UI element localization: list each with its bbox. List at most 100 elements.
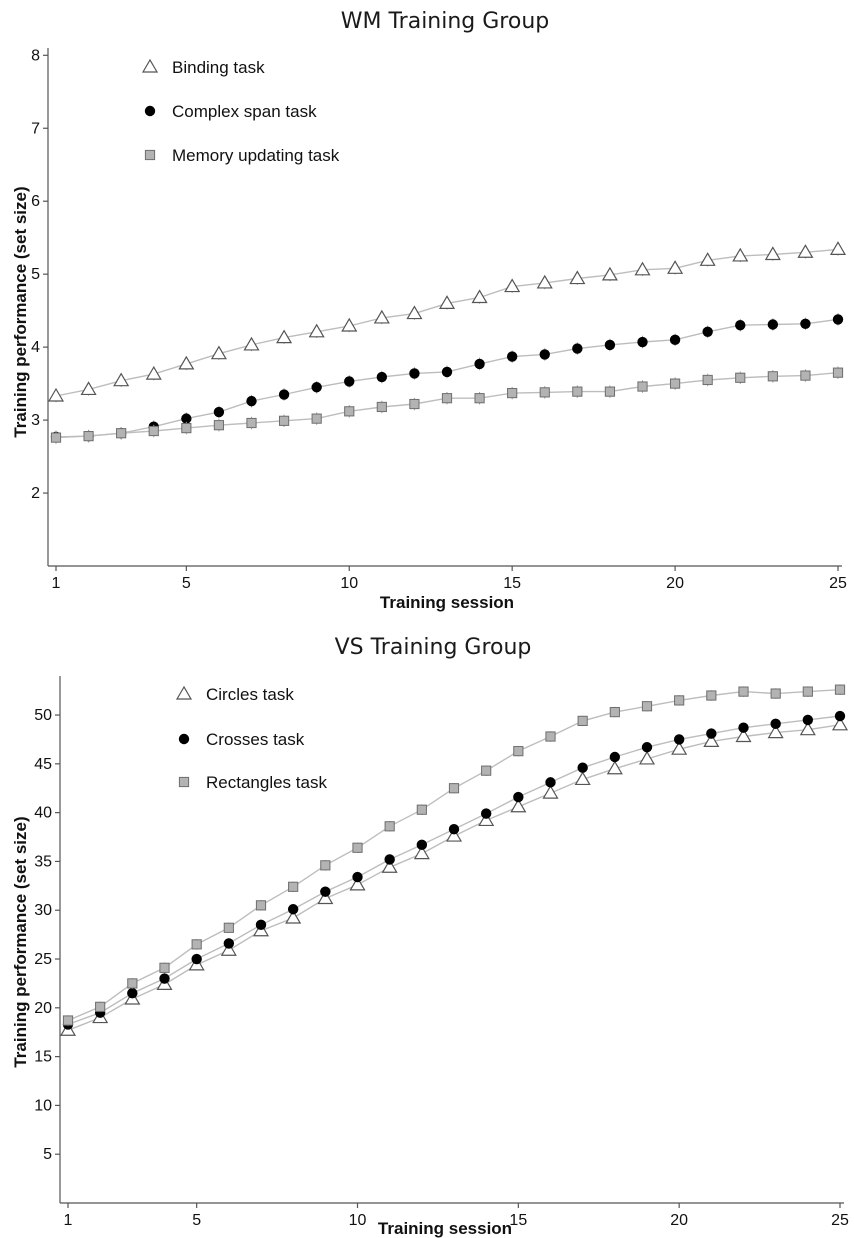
data-point	[577, 715, 588, 726]
data-point	[609, 751, 621, 763]
data-point	[373, 309, 390, 324]
series-line	[67, 724, 841, 1031]
data-point	[764, 246, 781, 261]
data-point	[287, 904, 299, 915]
data-point	[669, 378, 681, 389]
data-point	[800, 370, 811, 381]
data-point	[572, 343, 583, 354]
data-point	[738, 686, 749, 697]
data-point	[474, 358, 485, 370]
x-tick-label: 25	[831, 1212, 849, 1229]
data-point	[767, 724, 784, 739]
data-point	[481, 765, 492, 776]
data-point	[413, 845, 430, 860]
data-point	[311, 413, 322, 424]
data-point	[352, 842, 363, 853]
data-point	[606, 760, 623, 775]
legend-wm: Binding task Complex span task Memory upda…	[141, 58, 340, 165]
y-tick-label: 8	[31, 47, 40, 64]
x-tick-label: 5	[192, 1212, 201, 1229]
data-point	[409, 368, 420, 379]
data-point	[448, 783, 460, 794]
x-tick-label: 25	[829, 575, 847, 592]
x-axis-label-wm: Training session	[380, 593, 514, 612]
y-tick-label: 20	[34, 1000, 52, 1017]
legend-marker	[144, 105, 156, 117]
data-point	[574, 771, 591, 786]
data-point	[471, 289, 488, 304]
y-tick-label: 25	[34, 951, 52, 968]
data-point	[738, 722, 749, 733]
y-tick-label: 10	[34, 1097, 52, 1114]
data-point	[159, 973, 170, 984]
y-tick-label: 30	[34, 902, 52, 919]
data-point	[770, 688, 781, 699]
data-point	[50, 432, 62, 443]
y-axis-label-wm: Training performance (set size)	[11, 186, 30, 437]
data-point	[601, 266, 618, 281]
data-point	[706, 728, 717, 739]
data-point	[384, 821, 395, 832]
data-point	[702, 326, 713, 338]
data-point	[674, 695, 685, 706]
data-point	[572, 386, 583, 397]
y-tick-label: 6	[31, 193, 40, 210]
y-tick-label: 5	[31, 266, 40, 283]
data-point	[448, 824, 460, 835]
x-tick-label: 10	[349, 1212, 367, 1229]
x-tick-label: 1	[52, 575, 61, 592]
data-point	[445, 827, 463, 842]
data-point	[191, 939, 202, 950]
data-point	[832, 367, 844, 378]
data-point	[416, 839, 428, 851]
y-axis-label-vs: Training performance (set size)	[11, 816, 30, 1067]
data-point	[829, 241, 847, 255]
data-point	[246, 395, 257, 407]
data-point	[802, 686, 813, 697]
data-point	[510, 798, 527, 813]
data-point	[384, 854, 395, 865]
y-tick-label: 2	[31, 485, 40, 502]
legend-item: Binding task	[141, 58, 265, 77]
data-point	[317, 890, 334, 905]
legend-item: Memory updating task	[144, 146, 340, 165]
data-point	[243, 336, 260, 351]
data-point	[797, 244, 814, 258]
data-point	[116, 428, 127, 439]
data-point	[634, 261, 651, 276]
data-point	[255, 919, 267, 931]
data-point	[191, 953, 202, 965]
data-point	[513, 791, 524, 803]
legend-label: Crosses task	[206, 730, 305, 749]
wm-panel: WM Training Group Training session Train…	[11, 9, 847, 612]
data-point	[213, 420, 225, 431]
data-point	[832, 314, 844, 325]
data-point	[181, 423, 192, 434]
data-point	[416, 804, 427, 815]
data-point	[223, 922, 234, 933]
data-point	[637, 381, 648, 392]
legend-marker	[175, 685, 193, 700]
series-wm	[47, 241, 847, 444]
data-point	[699, 252, 716, 266]
data-point	[376, 401, 387, 413]
x-tick-label: 20	[670, 1212, 688, 1229]
y-tick-label: 4	[31, 339, 40, 356]
data-point	[703, 733, 720, 747]
data-point	[441, 393, 453, 404]
data-point	[800, 318, 811, 329]
data-point	[545, 777, 556, 788]
data-point	[706, 690, 717, 701]
data-point	[288, 881, 299, 892]
data-point	[438, 295, 456, 309]
data-point	[504, 278, 521, 293]
data-point	[181, 413, 192, 424]
data-point	[609, 707, 620, 718]
data-point	[255, 900, 267, 911]
data-point	[80, 381, 97, 396]
data-point	[113, 372, 130, 387]
data-point	[213, 406, 225, 418]
data-point	[308, 323, 325, 338]
data-point	[641, 742, 653, 753]
data-point	[278, 389, 290, 400]
